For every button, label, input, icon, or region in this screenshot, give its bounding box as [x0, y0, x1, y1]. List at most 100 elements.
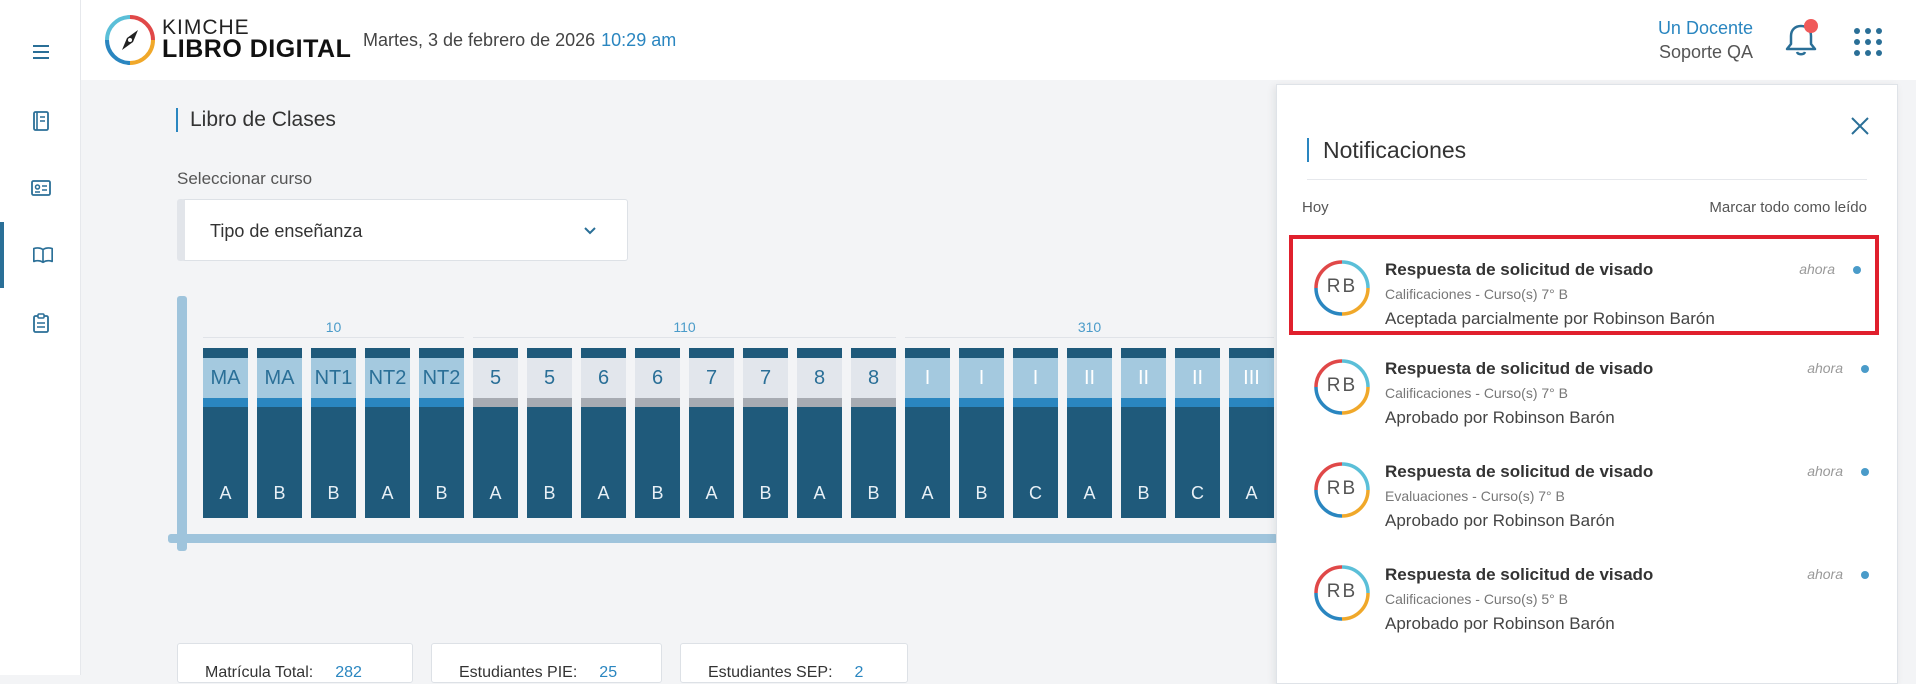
course-book[interactable]: II C [1175, 348, 1220, 518]
notifications-today-label: Hoy [1302, 199, 1329, 216]
chevron-down-icon [584, 227, 596, 235]
course-section: A [1245, 483, 1258, 503]
mark-all-read-link[interactable]: Marcar todo como leído [1709, 199, 1867, 216]
course-section: B [759, 483, 772, 503]
notification-subtitle: Calificaciones - Curso(s) 7° B [1385, 385, 1568, 401]
notification-item[interactable]: RB Respuesta de solicitud de visado Evalua… [1293, 441, 1883, 541]
stat-label: Estudiantes PIE: [459, 664, 578, 681]
course-grade: 7 [689, 358, 734, 398]
course-section: A [219, 483, 232, 503]
stat-value: 25 [599, 664, 618, 681]
apps-grid-icon[interactable] [1854, 28, 1882, 56]
course-select-label: Seleccionar curso [177, 169, 313, 188]
course-section: B [327, 483, 340, 503]
course-grade: NT2 [365, 358, 410, 398]
avatar-initials: RB [1326, 375, 1358, 396]
course-section: A [813, 483, 826, 503]
notification-time: ahora [1807, 463, 1843, 479]
sidebar-item-notebook[interactable] [0, 88, 81, 154]
notification-body: Aprobado por Robinson Barón [1385, 408, 1615, 427]
course-grade: 7 [743, 358, 788, 398]
avatar [1314, 260, 1370, 316]
shelf-post [177, 296, 187, 551]
stat-value: 282 [335, 664, 362, 681]
course-grade: III [1229, 358, 1274, 398]
group-divider [203, 337, 464, 338]
group-label: 110 [673, 319, 696, 335]
notification-body: Aceptada parcialmente por Robinson Barón [1385, 309, 1715, 328]
course-grade: II [1175, 358, 1220, 398]
course-book[interactable]: NT1 B [311, 348, 356, 518]
notification-body: Aprobado por Robinson Barón [1385, 614, 1615, 633]
course-book[interactable]: III A [1229, 348, 1274, 518]
current-time: 10:29 am [601, 30, 677, 50]
current-date: Martes, 3 de febrero de 2026 10:29 am [363, 30, 676, 51]
course-section: C [1191, 483, 1204, 503]
menu-button[interactable] [0, 19, 81, 85]
avatar [1314, 359, 1370, 415]
id-card-icon [30, 180, 51, 196]
stat-label: Matrícula Total: [205, 664, 314, 681]
course-grade: 5 [527, 358, 572, 398]
open-book-icon [32, 247, 53, 264]
course-book[interactable]: II B [1121, 348, 1166, 518]
course-book[interactable]: NT2 A [365, 348, 410, 518]
close-icon[interactable] [1849, 115, 1871, 137]
notification-badge [1804, 19, 1818, 33]
course-book[interactable]: MA A [203, 348, 248, 518]
course-book[interactable]: II A [1067, 348, 1112, 518]
notification-time: ahora [1807, 360, 1843, 376]
avatar-initials: RB [1326, 276, 1358, 297]
course-section: B [651, 483, 664, 503]
course-grade: I [959, 358, 1004, 398]
course-grade: 8 [851, 358, 896, 398]
notification-body: Aprobado por Robinson Barón [1385, 511, 1615, 530]
notification-title: Respuesta de solicitud de visado [1385, 260, 1654, 279]
notification-item[interactable]: RB Respuesta de solicitud de visado Califi… [1293, 544, 1883, 644]
stat-sep: Estudiantes SEP: 2 [680, 643, 908, 683]
page-title: Libro de Clases [176, 108, 336, 132]
divider [1307, 179, 1867, 180]
unread-dot-icon [1853, 266, 1861, 274]
group-divider [905, 337, 1274, 338]
kimche-logo-icon[interactable] [103, 13, 157, 67]
course-section: A [705, 483, 718, 503]
course-grade: NT1 [311, 358, 356, 398]
course-section: A [381, 483, 394, 503]
notification-subtitle: Calificaciones - Curso(s) 7° B [1385, 286, 1568, 302]
clipboard-icon [32, 313, 49, 333]
user-name[interactable]: Un Docente [1657, 18, 1753, 38]
sidebar-item-clipboard[interactable] [0, 290, 81, 356]
notification-item[interactable]: RB Respuesta de solicitud de visado Califi… [1293, 338, 1883, 438]
course-section: A [1083, 483, 1096, 503]
course-book[interactable]: NT2 B [419, 348, 464, 518]
brand-product: LIBRO DIGITAL [162, 35, 352, 63]
avatar [1314, 462, 1370, 518]
top-header: KIMCHE LIBRO DIGITAL Martes, 3 de febrer… [81, 0, 1916, 80]
course-section: C [1029, 483, 1042, 503]
stat-value: 2 [854, 664, 864, 681]
brand-name: KIMCHE [162, 16, 250, 39]
notification-title: Respuesta de solicitud de visado [1385, 565, 1654, 584]
sidebar-item-libro[interactable] [0, 222, 81, 288]
avatar-initials: RB [1326, 581, 1358, 602]
shelf-base [168, 534, 1278, 543]
course-section: B [543, 483, 556, 503]
course-type-select[interactable]: Tipo de enseñanza [177, 199, 628, 261]
notification-item[interactable]: RB Respuesta de solicitud de visado Califi… [1289, 235, 1879, 335]
group-divider [473, 337, 896, 338]
course-grade: MA [203, 358, 248, 398]
course-book[interactable]: MA B [257, 348, 302, 518]
sidebar-item-id-card[interactable] [0, 155, 81, 221]
